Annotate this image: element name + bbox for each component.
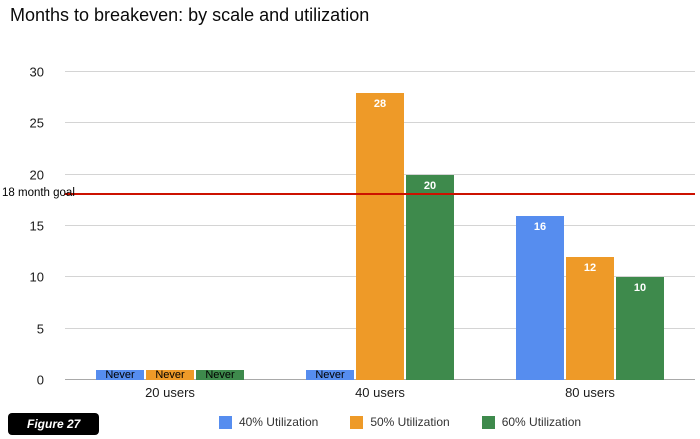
bar-50-utilization-40-users: 28 (356, 92, 404, 380)
x-axis: 20 users 40 users 80 users (65, 385, 695, 401)
x-axis-label: 40 users (355, 385, 405, 400)
y-tick-label: 20 (29, 167, 44, 183)
bar-value-label: Never (105, 368, 135, 381)
plot-area: Never Never Never Never 28 20 16 12 10 (65, 71, 695, 381)
bar-group-80-users: 16 12 10 (485, 72, 695, 380)
bar-value-label: 10 (633, 282, 647, 295)
legend-label: 60% Utilization (501, 415, 582, 429)
legend-swatch (218, 415, 232, 429)
bar-40-utilization-40-users: Never (306, 368, 354, 381)
bar-60-utilization-20-users: Never (196, 368, 244, 381)
legend-item-60-utilization: 60% Utilization (481, 415, 582, 429)
legend-item-50-utilization: 50% Utilization (350, 415, 450, 429)
gridline-30 (65, 71, 695, 72)
y-tick-label: 30 (29, 64, 44, 80)
y-axis: 0 5 10 15 20 25 30 (0, 65, 56, 388)
y-tick-label: 5 (36, 321, 44, 337)
bar-50-utilization-80-users: 12 (566, 256, 614, 380)
y-tick-label: 15 (29, 218, 44, 234)
bar-60-utilization-80-users: 10 (616, 277, 664, 380)
bar-value-label: 12 (583, 261, 597, 274)
legend-swatch (350, 415, 364, 429)
bar-50-utilization-20-users: Never (146, 368, 194, 381)
figure-badge: Figure 27 (8, 413, 100, 435)
bar-value-label: 20 (423, 179, 437, 192)
y-tick-label: 10 (29, 269, 44, 285)
bar-40-utilization-20-users: Never (96, 368, 144, 381)
bar-group-20-users: Never Never Never (65, 72, 275, 381)
goal-line (65, 193, 695, 196)
x-axis-label: 80 users (565, 385, 615, 400)
bar-value-label: Never (205, 368, 235, 381)
y-tick-label: 0 (36, 372, 44, 388)
bar-40-utilization-80-users: 16 (516, 215, 564, 380)
x-axis-label: 20 users (145, 385, 195, 400)
legend: 40% Utilization 50% Utilization 60% Utiliz… (110, 415, 690, 429)
y-tick-label: 25 (29, 115, 44, 131)
bar-value-label: Never (155, 368, 185, 381)
bar-value-label: 16 (533, 220, 547, 233)
legend-label: 50% Utilization (370, 415, 450, 429)
legend-item-40-utilization: 40% Utilization (218, 415, 319, 429)
legend-swatch (481, 415, 495, 429)
bar-value-label: 28 (373, 97, 387, 110)
goal-line-label: 18 month goal (2, 187, 75, 200)
legend-label: 40% Utilization (238, 415, 319, 429)
chart-title: Months to breakeven: by scale and utiliz… (10, 5, 370, 25)
bar-value-label: Never (315, 368, 345, 381)
bar-group-40-users: Never 28 20 (275, 72, 485, 381)
bar-60-utilization-40-users: 20 (406, 174, 454, 380)
